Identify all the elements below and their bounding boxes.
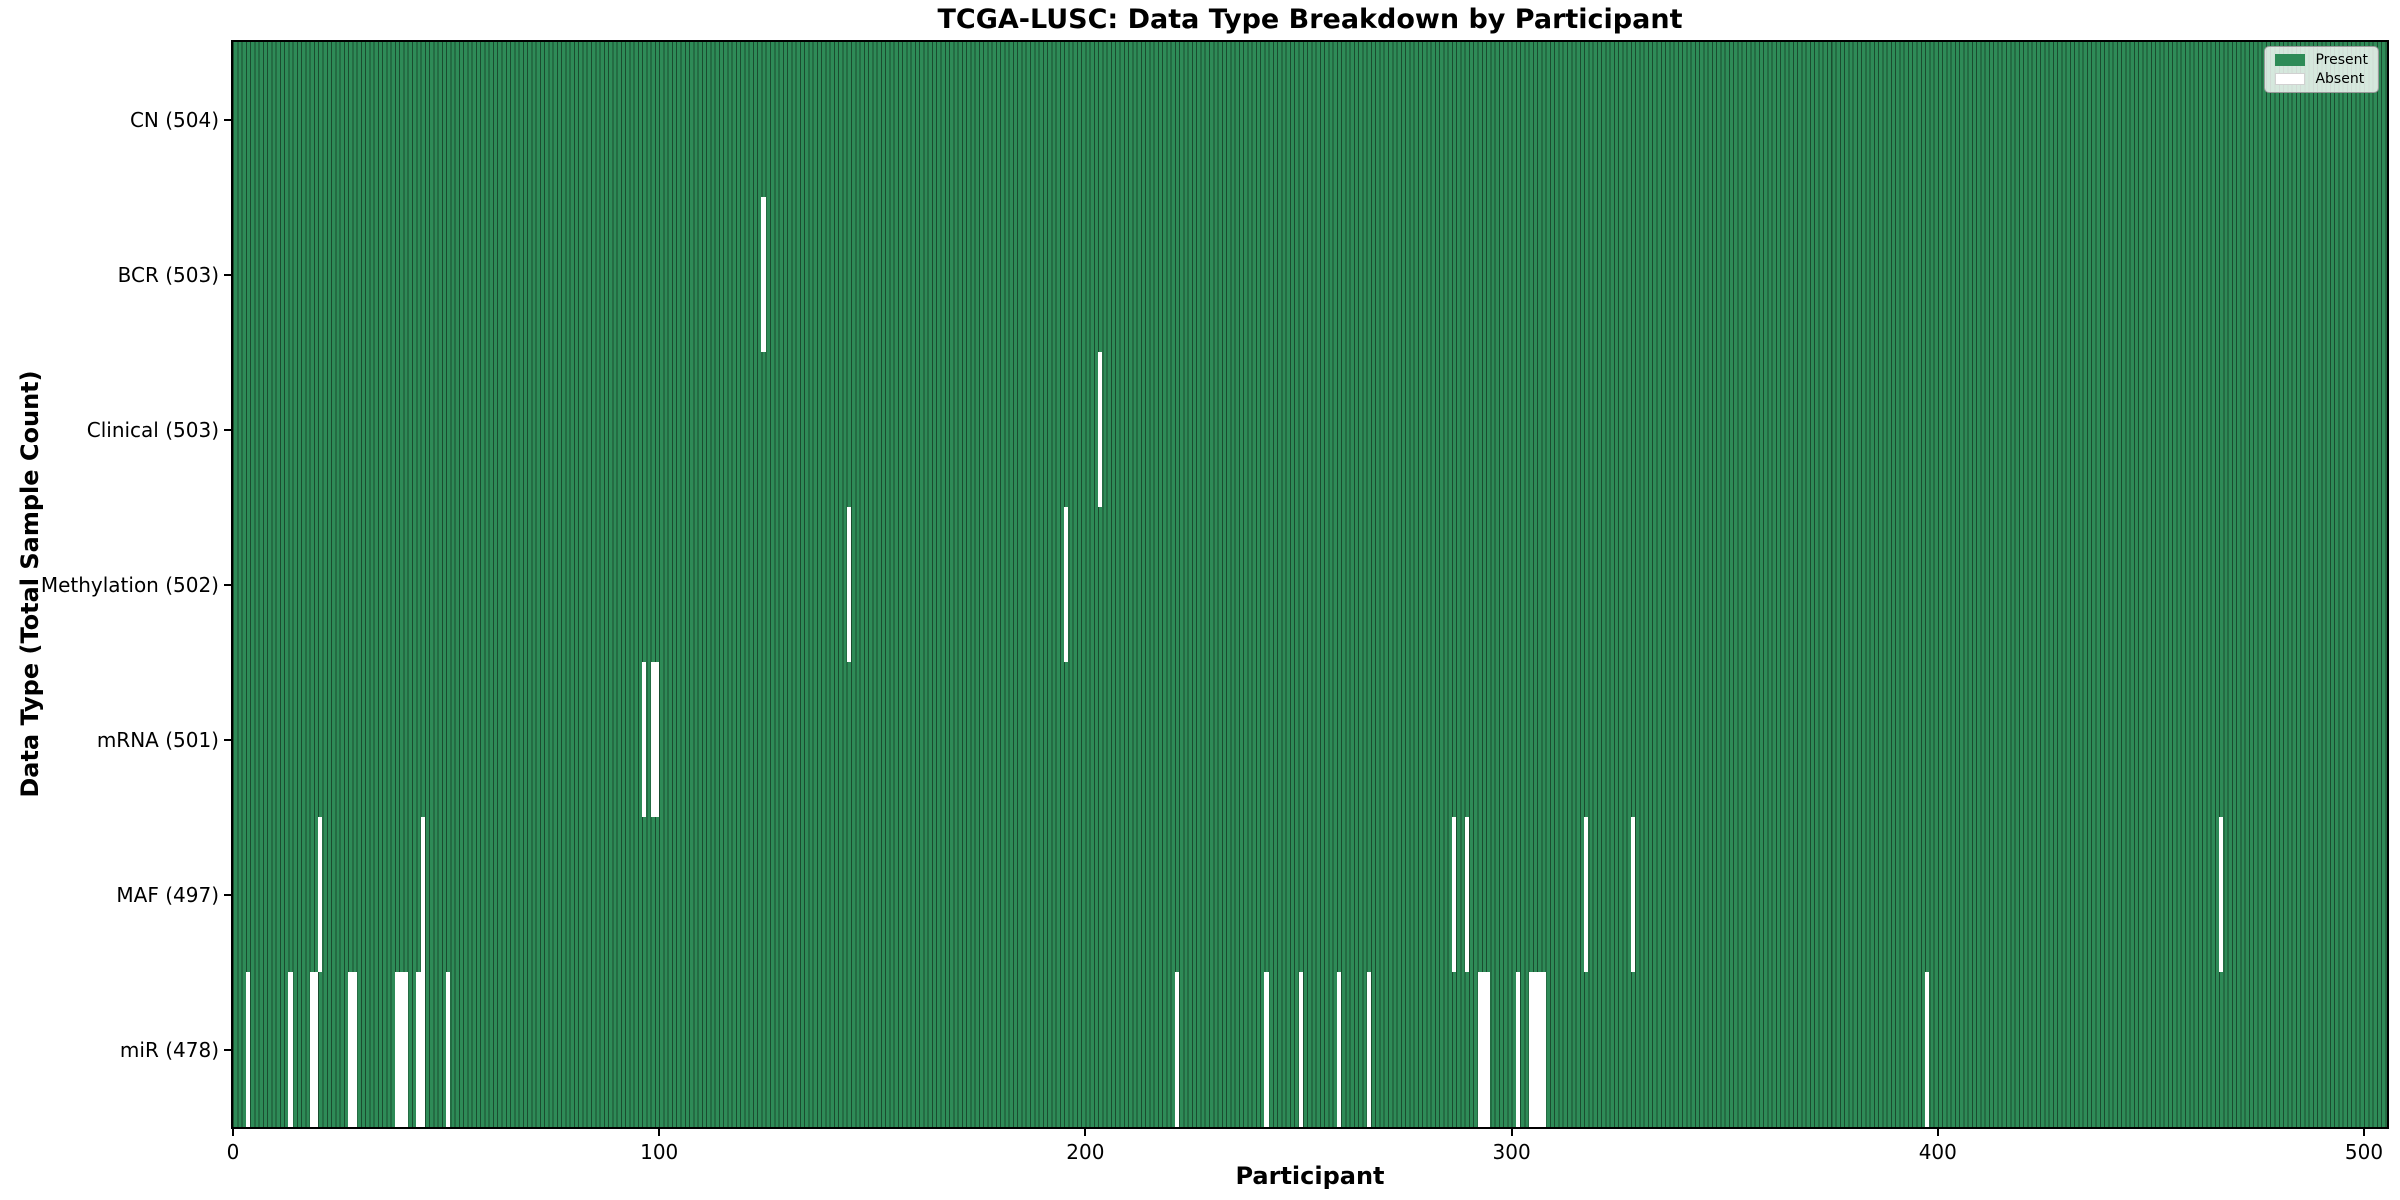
plot-area: CN (504) BCR (503) Clinical (503) Methylati… — [41, 40, 2389, 1164]
absent-gap — [1584, 817, 1589, 972]
x-tick-mark — [1084, 1127, 1087, 1136]
absent-gap — [761, 197, 766, 352]
y-tick-label-mRNA: mRNA (501) — [96, 727, 219, 752]
absent-gap — [1174, 972, 1180, 1127]
y-tick-label-MAF: MAF (497) — [116, 882, 219, 907]
x-tick-label: 400 — [1918, 1140, 1957, 1164]
row-band-miR — [233, 972, 2387, 1127]
absent-gap — [309, 972, 314, 1127]
absent-gap — [1515, 972, 1521, 1127]
chart-title: TCGA-LUSC: Data Type Breakdown by Partic… — [937, 4, 1683, 35]
row-band-Methylation — [233, 507, 2387, 662]
y-tick-label-Clinical: Clinical (503) — [86, 417, 219, 442]
y-tick-mark — [224, 428, 233, 431]
legend-label: Present — [2315, 52, 2368, 68]
absent-gap — [394, 972, 400, 1127]
legend-swatch-present — [2275, 54, 2306, 66]
absent-gap — [1298, 972, 1303, 1127]
row-band-CN — [233, 42, 2387, 197]
y-axis-label: Data Type (Total Sample Count) — [16, 370, 44, 798]
x-tick-label: 500 — [2344, 1140, 2384, 1164]
y-tick-label-Methylation: Methylation (502) — [40, 572, 219, 597]
absent-gap — [348, 972, 353, 1127]
absent-gap — [420, 817, 425, 972]
absent-gap — [846, 507, 851, 662]
y-tick-label-BCR: BCR (503) — [117, 262, 219, 287]
absent-gap — [318, 817, 323, 972]
absent-gap — [416, 972, 421, 1127]
y-tick-mark — [224, 273, 233, 276]
absent-gap — [1532, 972, 1538, 1127]
absent-gap — [446, 972, 451, 1127]
y-tick-label-miR: miR (478) — [119, 1037, 219, 1062]
absent-gap — [1064, 507, 1069, 662]
row-band-MAF — [233, 817, 2387, 972]
absent-gap — [1336, 972, 1342, 1127]
y-tick-label-CN: CN (504) — [129, 107, 219, 132]
absent-gap — [399, 972, 404, 1127]
absent-gap — [1366, 972, 1371, 1127]
x-tick-mark — [2363, 1127, 2365, 1136]
row-band-mRNA — [233, 662, 2387, 817]
absent-gap — [1925, 972, 1930, 1127]
y-tick-mark — [224, 118, 233, 121]
absent-gap — [2219, 817, 2224, 972]
absent-gap — [1541, 972, 1546, 1127]
absent-gap — [245, 972, 251, 1127]
absent-gap — [1537, 972, 1542, 1127]
absent-gap — [1630, 817, 1636, 972]
x-tick-label: 300 — [1492, 1140, 1531, 1164]
absent-gap — [1451, 817, 1457, 972]
x-tick-mark — [1936, 1127, 1939, 1136]
row-band-Clinical — [233, 352, 2387, 507]
absent-gap — [1528, 972, 1533, 1127]
absent-gap — [403, 972, 408, 1127]
absent-gap — [1464, 817, 1469, 972]
absent-gap — [352, 972, 357, 1127]
absent-gap — [288, 972, 293, 1127]
absent-gap — [1264, 972, 1269, 1127]
x-tick-label: 100 — [640, 1140, 679, 1164]
x-tick-label: 200 — [1066, 1140, 1105, 1164]
absent-gap — [1098, 352, 1103, 507]
x-tick-mark — [1510, 1127, 1513, 1136]
absent-gap — [642, 662, 647, 817]
legend-item-present: Present — [2275, 53, 2368, 67]
absent-gap — [1486, 972, 1491, 1127]
x-tick-label: 0 — [226, 1140, 240, 1164]
absent-gap — [654, 662, 660, 817]
legend-item-absent: Absent — [2275, 72, 2368, 86]
y-tick-mark — [224, 583, 233, 586]
x-axis-label: Participant — [1235, 1162, 1385, 1190]
legend-swatch-absent — [2275, 73, 2306, 85]
y-tick-mark — [224, 738, 233, 741]
absent-gap — [650, 662, 655, 817]
absent-gap — [1481, 972, 1487, 1127]
row-band-BCR — [233, 197, 2387, 352]
absent-gap — [1477, 972, 1482, 1127]
legend-label: Absent — [2315, 71, 2365, 87]
absent-gap — [420, 972, 425, 1127]
absent-gap — [313, 972, 319, 1127]
y-tick-mark — [224, 893, 233, 896]
y-tick-mark — [224, 1048, 233, 1051]
legend: Present Absent — [2264, 46, 2379, 93]
x-tick-mark — [232, 1127, 234, 1136]
x-tick-mark — [658, 1127, 661, 1136]
